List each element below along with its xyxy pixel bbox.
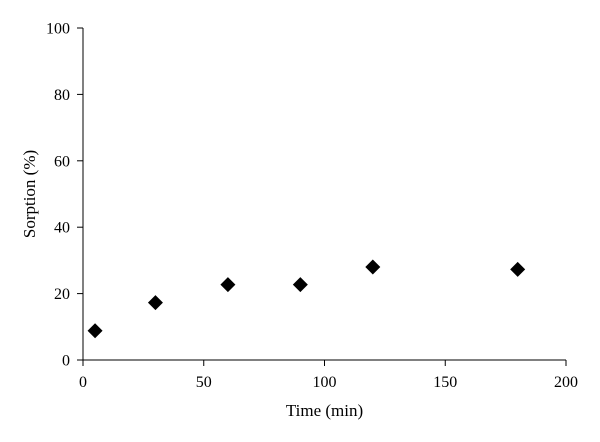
y-tick-label: 20 — [54, 286, 70, 303]
data-point-diamond — [510, 261, 526, 277]
y-axis-ticks: 0 20 40 60 80 100 — [46, 21, 83, 370]
x-tick-label: 150 — [433, 374, 457, 391]
x-tick-label: 100 — [313, 374, 337, 391]
x-axis-ticks: 0 50 100 150 200 — [79, 360, 578, 391]
y-axis-title: Sorption (%) — [20, 150, 39, 238]
data-point-diamond — [365, 259, 381, 275]
y-tick-label: 100 — [46, 21, 70, 38]
data-point-diamond — [292, 277, 308, 293]
y-tick-label: 40 — [54, 220, 70, 237]
x-tick-label: 200 — [554, 374, 578, 391]
x-axis-title: Time (min) — [286, 401, 363, 420]
data-points — [87, 259, 526, 339]
data-point-diamond — [87, 323, 103, 339]
data-point-diamond — [220, 277, 236, 293]
plot-area — [82, 28, 566, 361]
data-point-diamond — [147, 295, 163, 311]
x-tick-label: 50 — [196, 374, 212, 391]
x-tick-label: 0 — [79, 374, 87, 391]
y-tick-label: 0 — [62, 353, 70, 370]
y-tick-label: 80 — [54, 87, 70, 104]
y-tick-label: 60 — [54, 153, 70, 170]
